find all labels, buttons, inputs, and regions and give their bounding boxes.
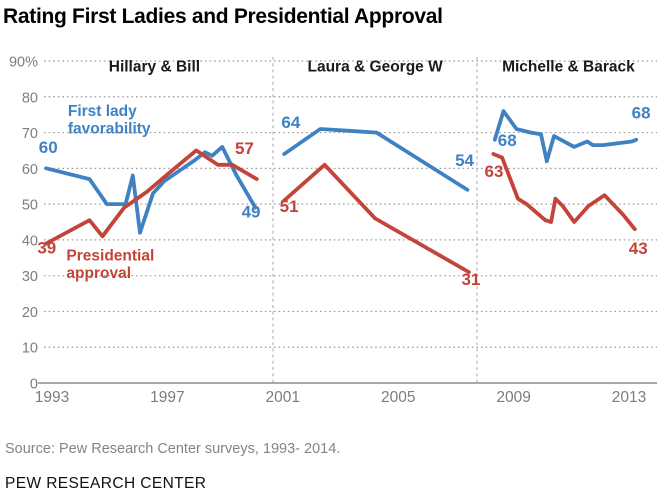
- y-axis-tick-label: 80: [22, 90, 38, 106]
- y-axis-tick-label: 20: [22, 305, 38, 321]
- y-axis-tick-label: 70: [22, 126, 38, 142]
- value-label: 68: [498, 131, 517, 150]
- series-label-first-lady: favorability: [68, 120, 151, 137]
- value-label: 49: [242, 202, 261, 221]
- value-label: 51: [280, 197, 299, 216]
- first-lady-favorability-line: [282, 127, 470, 192]
- y-axis-tick-label: 30: [22, 269, 38, 285]
- value-label: 57: [235, 139, 254, 158]
- value-label: 64: [281, 113, 300, 132]
- value-label: 60: [39, 138, 58, 157]
- panel-title-bush: Laura & George W: [308, 59, 444, 76]
- source-note: Source: Pew Research Center surveys, 199…: [5, 441, 341, 457]
- value-label: 43: [629, 239, 648, 258]
- x-axis-tick-label: 1993: [35, 389, 69, 406]
- x-axis-tick-label: 1997: [150, 389, 184, 406]
- panel-title-obama: Michelle & Barack: [502, 59, 635, 76]
- x-axis-tick-label: 2013: [612, 389, 646, 406]
- series-label-approval: approval: [66, 265, 131, 282]
- chart-title: Rating First Ladies and Presidential App…: [3, 5, 443, 28]
- x-axis-tick-label: 2005: [381, 389, 415, 406]
- presidential-approval-line: [44, 148, 259, 246]
- value-label: 54: [455, 151, 474, 170]
- presidential-approval-line: [282, 162, 471, 275]
- pew-research-center-logo: PEW RESEARCH CENTER: [5, 475, 207, 492]
- value-label: 63: [485, 162, 504, 181]
- y-axis-tick-label: 50: [22, 198, 38, 214]
- x-axis-tick-label: 2001: [266, 389, 300, 406]
- series-label-first-lady: First lady: [68, 103, 137, 120]
- y-axis-tick-label: 90%: [9, 55, 38, 71]
- first-lady-favorability-line: [492, 109, 639, 164]
- panel-title-clinton: Hillary & Bill: [109, 59, 200, 76]
- presidential-approval-line: [491, 152, 637, 232]
- series-label-approval: Presidential: [66, 248, 154, 265]
- value-label: 39: [37, 238, 56, 257]
- first-lady-favorability-line: [44, 144, 258, 235]
- y-axis-tick-label: 60: [22, 162, 38, 178]
- y-axis-tick-label: 0: [30, 377, 38, 393]
- y-axis-tick-label: 40: [22, 233, 38, 249]
- value-label: 68: [632, 103, 651, 122]
- y-axis-tick-label: 10: [22, 341, 38, 357]
- x-axis-tick-label: 2009: [496, 389, 530, 406]
- value-label: 31: [461, 270, 480, 289]
